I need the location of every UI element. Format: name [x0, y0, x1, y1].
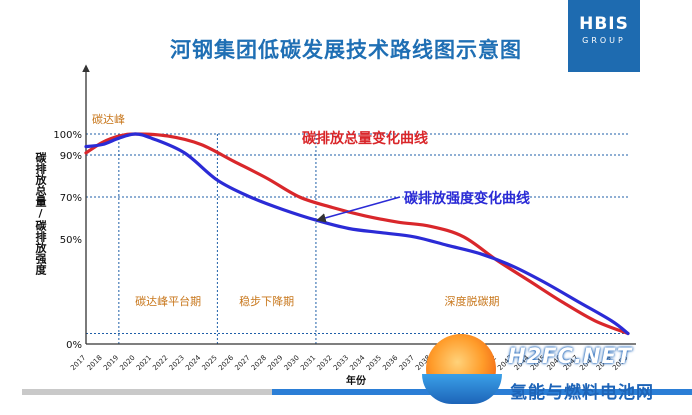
y-tick-label: 0% — [66, 340, 82, 351]
x-tick-label: 2023 — [168, 354, 186, 372]
x-tick-label: 2017 — [69, 354, 87, 372]
x-tick-label: 2037 — [398, 354, 416, 372]
y-tick-label: 50% — [60, 235, 82, 246]
x-tick-label: 2027 — [233, 354, 251, 372]
hbis-logo: HBIS GROUP — [568, 0, 640, 72]
x-tick-label: 2032 — [316, 354, 334, 372]
series-label-emission: 碳排放总量变化曲线 — [302, 130, 428, 147]
x-tick-label: 2035 — [365, 354, 383, 372]
x-tick-label: 2030 — [283, 354, 301, 372]
watermark-brand: H2FC.NET — [508, 344, 633, 368]
x-tick-label: 2028 — [250, 354, 268, 372]
x-tick-label: 2036 — [381, 353, 400, 372]
x-tick-label: 2029 — [266, 354, 284, 372]
y-tick-label: 70% — [60, 193, 82, 204]
logo-text-sub: GROUP — [582, 36, 626, 45]
y-tick-label: 90% — [60, 151, 82, 162]
x-tick-label: 2026 — [217, 353, 236, 372]
phase-label: 碳达峰平台期 — [135, 294, 201, 308]
x-axis-label: 年份 — [346, 374, 367, 387]
y-axis-label: 碳排放总量/碳排放强度 — [34, 152, 47, 275]
x-tick-label: 2018 — [86, 354, 104, 372]
peak-annotation: 碳达峰 — [92, 112, 125, 126]
emission-intensity-line — [84, 132, 630, 336]
x-tick-label: 2025 — [201, 354, 219, 372]
x-tick-label: 2031 — [299, 354, 317, 372]
x-tick-label: 2034 — [348, 353, 367, 372]
phase-label: 稳步下降期 — [239, 294, 294, 308]
footer-bar-gray — [22, 389, 272, 395]
x-tick-label: 2019 — [102, 354, 120, 372]
chart-title: 河钢集团低碳发展技术路线图示意图 — [170, 38, 522, 62]
x-tick-label: 2020 — [118, 354, 136, 372]
watermark-wave-icon — [422, 374, 502, 404]
series-label-intensity: 碳排放强度变化曲线 — [404, 190, 530, 207]
x-tick-label: 2033 — [332, 354, 350, 372]
y-tick-label: 100% — [53, 130, 82, 141]
x-tick-label: 2021 — [135, 354, 153, 372]
intensity-label-arrow — [316, 196, 401, 223]
x-tick-label: 2024 — [184, 353, 203, 372]
watermark-subtitle: 氢能与燃料电池网 — [510, 383, 654, 403]
watermark: H2FC.NET 氢能与燃料电池网 — [418, 334, 690, 414]
phase-label: 深度脱碳期 — [444, 294, 499, 308]
x-tick-label: 2022 — [151, 354, 169, 372]
logo-text-main: HBIS — [579, 14, 629, 34]
